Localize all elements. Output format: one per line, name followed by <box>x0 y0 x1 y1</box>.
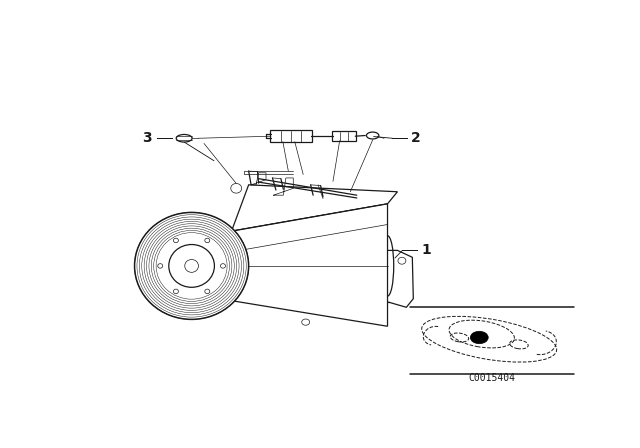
Ellipse shape <box>381 236 394 296</box>
Text: 2: 2 <box>412 131 421 145</box>
Polygon shape <box>232 204 388 326</box>
Polygon shape <box>232 185 397 231</box>
Text: 3: 3 <box>142 131 152 145</box>
Ellipse shape <box>134 212 249 319</box>
Text: C0015404: C0015404 <box>468 373 515 383</box>
Text: 1: 1 <box>421 243 431 258</box>
Circle shape <box>470 331 488 344</box>
